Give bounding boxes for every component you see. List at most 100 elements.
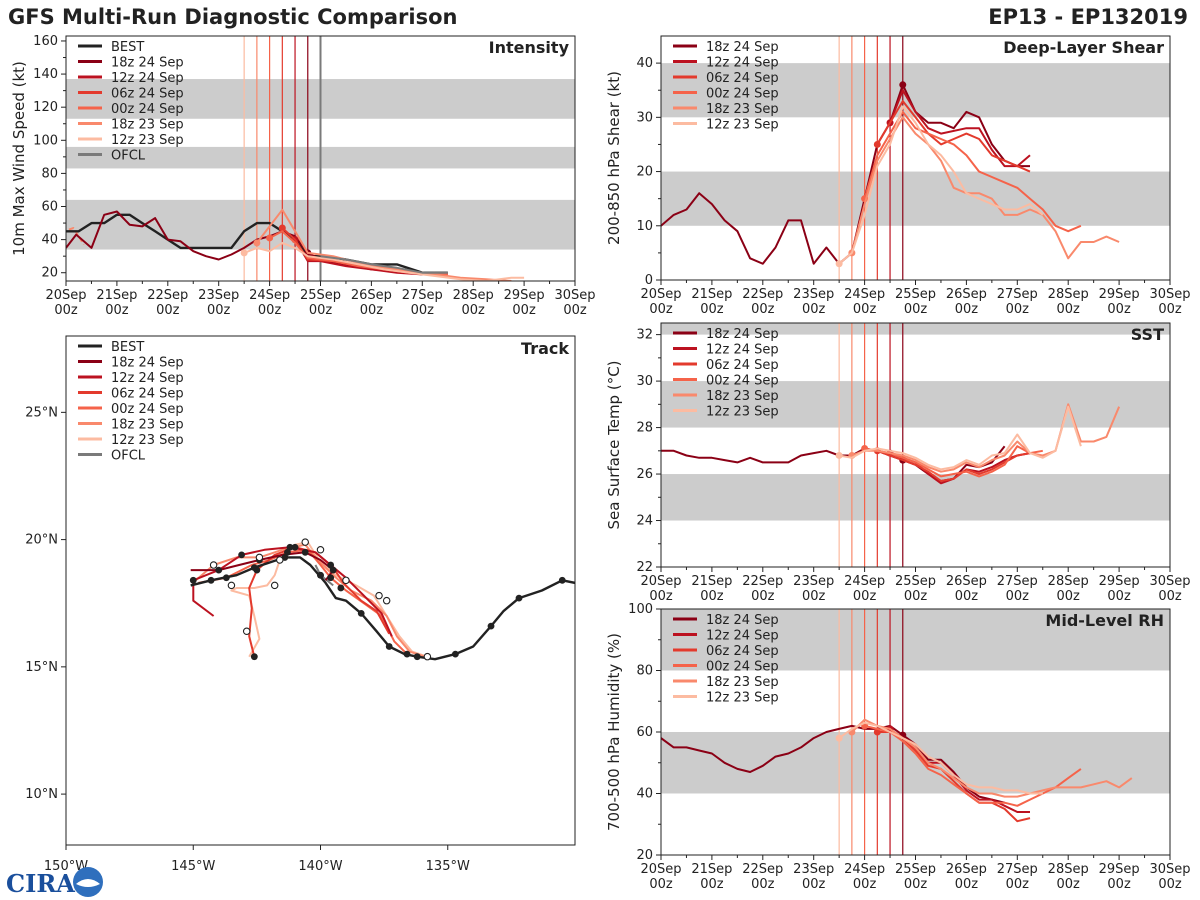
- rh-plot-area: [661, 609, 1170, 855]
- shear-legend-label-18z-24-sep: 18z 24 Sep: [706, 40, 779, 55]
- intensity-title: Intensity: [489, 38, 570, 57]
- rh-xtick-label: 00z: [649, 877, 673, 892]
- shear-xtick-label: 00z: [853, 302, 877, 317]
- intensity-series-12z-23-sep: [243, 241, 525, 281]
- shear-xtick-label: 27Sep: [997, 287, 1038, 302]
- shear-marker-18z-24-sep: [899, 81, 907, 89]
- shear-series-12z-24-sep: [889, 89, 1031, 168]
- sst-band-0: [661, 474, 1170, 521]
- sst-xtick-label: 30Sep: [1149, 574, 1190, 589]
- intensity-xtick-label: 29Sep: [504, 288, 545, 303]
- shear-ylabel: 200-850 hPa Shear (kt): [605, 71, 623, 245]
- intensity-plot-area: [66, 36, 575, 281]
- track-dot-12z-24-sep: [189, 576, 197, 584]
- track-dot-18z-24-sep: [329, 566, 337, 574]
- rh-xtick-label: 00z: [1158, 877, 1182, 892]
- rh-xtick-label: 00z: [751, 877, 775, 892]
- track-hollow-dot-12z-23-sep: [227, 581, 236, 590]
- track-dot-18z-24-sep: [301, 548, 309, 556]
- rh-legend-label-12z-24-sep: 12z 24 Sep: [706, 629, 779, 644]
- sst-ytick-label: 30: [636, 374, 653, 389]
- track-series-00z-24-sep: [198, 548, 408, 655]
- shear-xtick-label: 00z: [802, 302, 826, 317]
- shear-title: Deep-Layer Shear: [1003, 38, 1164, 57]
- shear-plot-area: [661, 36, 1170, 280]
- sst-legend-label-12z-23-sep: 12z 23 Sep: [706, 405, 779, 420]
- rh-legend-label-00z-24-sep: 00z 24 Sep: [706, 660, 779, 675]
- intensity-xtick-label: 30Sep: [554, 288, 595, 303]
- track-series-best: [190, 556, 575, 661]
- track-dot-best: [451, 650, 459, 658]
- rh-xtick-label: 29Sep: [1099, 862, 1140, 877]
- shear-xtick-label: 00z: [751, 302, 775, 317]
- track-hollow-dot-18z-23-sep: [209, 561, 218, 569]
- track-dot-best: [357, 610, 365, 617]
- track-panel: 10°N 15°N 20°N 25°N 150°W 145°W 140°W 135°W Trac…: [25, 335, 576, 874]
- rh-ytick-label: 100: [628, 602, 653, 617]
- track-dot-best: [487, 622, 495, 630]
- intensity-legend-label-best: BEST: [111, 40, 144, 55]
- track-hollow-dot-18z-23-sep: [375, 591, 383, 600]
- track-legend-label-12z-24-sep: 12z 24 Sep: [111, 371, 184, 386]
- intensity-xtick-label: 20Sep: [45, 288, 86, 303]
- rh-ytick-label: 60: [636, 725, 653, 740]
- track-hollow-dot-18z-23-sep: [255, 553, 264, 562]
- rh-xtick-label: 00z: [853, 877, 877, 892]
- shear-xtick-label: 00z: [649, 302, 673, 317]
- track-hollow-dot-12z-23-sep: [316, 546, 325, 554]
- rh-series-18z-24-sep: [661, 724, 1005, 804]
- shear-ytick-label: 20: [636, 165, 653, 180]
- intensity-ytick-label: 40: [41, 233, 58, 248]
- rh-xtick-label: 21Sep: [691, 862, 732, 877]
- rh-band-0: [661, 732, 1170, 794]
- intensity-legend-label-00z-24-sep: 00z 24 Sep: [111, 102, 184, 117]
- shear-band-1: [661, 63, 1170, 118]
- rh-legend-label-06z-24-sep: 06z 24 Sep: [706, 644, 779, 659]
- intensity-xtick-label: 00z: [54, 303, 78, 318]
- cira-logo-icon: [73, 867, 103, 897]
- intensity-marker-06z-24-sep: [278, 224, 286, 232]
- rh-xtick-label: 24Sep: [844, 862, 885, 877]
- track-dot-18z-24-sep: [215, 566, 223, 574]
- sst-xtick-label: 00z: [1107, 589, 1131, 604]
- track-dot-12z-24-sep: [286, 543, 294, 551]
- shear-xtick-label: 00z: [1158, 302, 1182, 317]
- track-plot-area: [189, 538, 575, 661]
- track-dot-best: [207, 576, 215, 584]
- rh-xtick-label: 30Sep: [1149, 862, 1190, 877]
- sst-xtick-label: 00z: [955, 589, 979, 604]
- shear-xtick-label: 21Sep: [691, 287, 732, 302]
- rh-legend-label-12z-23-sep: 12z 23 Sep: [706, 691, 779, 706]
- track-legend-label-00z-24-sep: 00z 24 Sep: [111, 402, 184, 417]
- shear-xtick-label: 23Sep: [793, 287, 834, 302]
- intensity-xtick-label: 00z: [105, 303, 129, 318]
- track-series-12z-24-sep: [192, 546, 393, 637]
- track-hollow-dot-12z-23-sep: [382, 596, 391, 605]
- track-dot-12z-24-sep: [238, 551, 246, 559]
- track-hollow-dot-12z-23-sep: [270, 581, 279, 590]
- track-dot-best: [385, 643, 393, 650]
- intensity-ytick-label: 20: [41, 266, 58, 281]
- track-ytick-label: 25°N: [25, 405, 58, 420]
- rh-xtick-label: 25Sep: [895, 862, 936, 877]
- intensity-marker-00z-24-sep: [266, 234, 274, 242]
- track-legend-label-18z-23-sep: 18z 23 Sep: [111, 418, 184, 433]
- rh-ylabel: 700-500 hPa Humidity (%): [605, 633, 623, 831]
- rh-series-12z-23-sep: [838, 721, 1043, 795]
- intensity-xtick-label: 00z: [512, 303, 536, 318]
- intensity-xtick-label: 00z: [258, 303, 282, 318]
- shear-ytick-label: 30: [636, 110, 653, 125]
- track-ytick-label: 15°N: [25, 660, 58, 675]
- intensity-xtick-label: 23Sep: [198, 288, 239, 303]
- track-dot-best: [558, 576, 566, 584]
- intensity-xtick-label: 22Sep: [147, 288, 188, 303]
- rh-xtick-label: 00z: [1006, 877, 1030, 892]
- sst-legend-label-18z-23-sep: 18z 23 Sep: [706, 389, 779, 404]
- rh-xtick-label: 00z: [1057, 877, 1081, 892]
- track-dot-00z-24-sep: [222, 574, 230, 582]
